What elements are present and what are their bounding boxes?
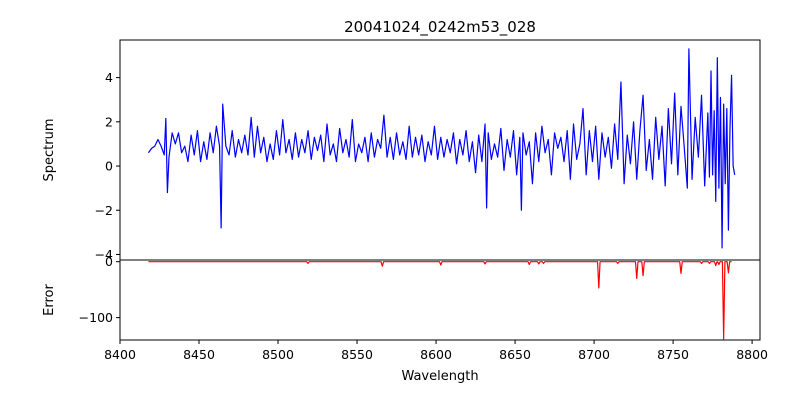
spectrum-y-tick-label: −2 bbox=[95, 203, 113, 218]
error-y-tick-label: 0 bbox=[105, 254, 113, 269]
spectrum-line-series-0 bbox=[147, 48, 736, 249]
error-line-series-0 bbox=[148, 261, 732, 340]
spectrum-y-axis: −4 −2 0 2 4 bbox=[95, 70, 120, 262]
error-y-label: Error bbox=[42, 284, 57, 316]
spectrum-y-tick-label: −4 bbox=[95, 247, 113, 262]
x-tick-label: 8800 bbox=[736, 347, 768, 362]
error-y-axis: 0 −100 bbox=[79, 254, 120, 325]
x-tick-label: 8400 bbox=[104, 347, 136, 362]
chart-title: 20041024_0242m53_028 bbox=[344, 18, 536, 37]
x-tick-label: 8600 bbox=[420, 347, 452, 362]
error-y-tick-label: −100 bbox=[79, 310, 113, 325]
spectrum-y-tick-label: 0 bbox=[105, 159, 113, 174]
spectrum-series bbox=[147, 48, 736, 249]
error-panel: 0 −100 Error bbox=[42, 254, 761, 341]
x-axis-label: Wavelength bbox=[401, 369, 478, 384]
x-tick-label: 8750 bbox=[657, 347, 689, 362]
x-tick-label: 8650 bbox=[499, 347, 531, 362]
error-plot-frame bbox=[119, 259, 761, 341]
x-tick-label: 8450 bbox=[183, 347, 215, 362]
spectrum-y-label: Spectrum bbox=[42, 119, 57, 182]
spectrum-y-tick-label: 2 bbox=[105, 114, 113, 129]
x-tick-label: 8700 bbox=[578, 347, 610, 362]
error-series bbox=[148, 261, 732, 340]
x-axis: 8400 8450 8500 8550 8600 8650 8700 8750 8800 bbox=[104, 340, 768, 362]
x-tick-label: 8500 bbox=[262, 347, 294, 362]
x-tick-label: 8550 bbox=[341, 347, 373, 362]
spectrum-y-tick-label: 4 bbox=[105, 70, 113, 85]
